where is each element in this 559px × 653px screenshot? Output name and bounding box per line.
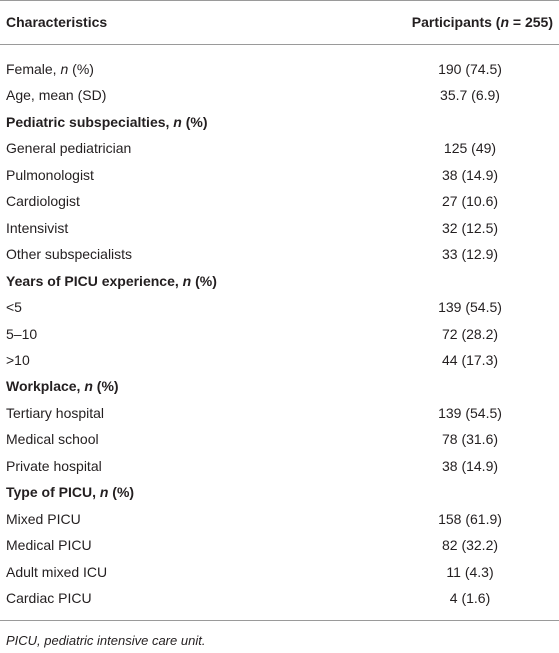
- row-label: Cardiologist: [6, 193, 80, 210]
- row-label: Adult mixed ICU: [6, 563, 108, 580]
- row-value: 72 (28.2): [441, 325, 499, 342]
- section-label: Years of PICU experience, n (%): [6, 272, 217, 289]
- header-rule: [0, 44, 559, 45]
- footnote: PICU, pediatric intensive care unit.: [6, 633, 206, 648]
- row-label: Cardiac PICU: [6, 590, 92, 606]
- row-label: Other subspecialists: [6, 246, 133, 263]
- row-label: Mixed PICU: [6, 510, 81, 527]
- section-label: Workplace, n (%): [6, 378, 119, 395]
- row-value: 11 (4.3): [446, 563, 494, 580]
- row-value: 158 (61.9): [438, 510, 502, 527]
- header-cell: Characteristics: [6, 14, 108, 30]
- row-value: 33 (12.9): [441, 246, 499, 263]
- header-cell: Participants (n = 255): [411, 14, 553, 30]
- row-label: Intensivist: [6, 219, 69, 236]
- row-label: 5–10: [6, 325, 38, 342]
- row-label: Female, n (%): [6, 61, 94, 77]
- row-label: Pulmonologist: [6, 166, 94, 183]
- row-label: General pediatrician: [6, 140, 132, 157]
- row-label: Age, mean (SD): [6, 87, 107, 104]
- row-value: 139 (54.5): [438, 404, 502, 421]
- row-value: 35.7 (6.9): [440, 87, 500, 104]
- row-value: 38 (14.9): [441, 166, 499, 183]
- row-label: Medical PICU: [6, 537, 92, 554]
- section-label: Type of PICU, n (%): [6, 484, 135, 501]
- row-value: 44 (17.3): [441, 351, 499, 368]
- row-value: 32 (12.5): [441, 219, 499, 236]
- row-label: >10: [6, 351, 30, 368]
- row-value: 139 (54.5): [438, 299, 502, 316]
- row-value: 190 (74.5): [438, 61, 502, 77]
- top-rule: [0, 0, 559, 1]
- row-value: 4 (1.6): [449, 590, 491, 606]
- row-label: Tertiary hospital: [6, 404, 105, 421]
- row-value: 82 (32.2): [441, 537, 499, 554]
- row-value: 27 (10.6): [441, 193, 499, 210]
- row-label: Private hospital: [6, 457, 102, 474]
- row-value: 125 (49): [443, 140, 497, 157]
- row-label: <5: [6, 299, 22, 316]
- row-value: 38 (14.9): [441, 457, 499, 474]
- bottom-rule: [0, 620, 559, 621]
- row-label: Medical school: [6, 431, 99, 448]
- row-value: 78 (31.6): [441, 431, 499, 448]
- section-label: Pediatric subspecialties, n (%): [6, 113, 208, 130]
